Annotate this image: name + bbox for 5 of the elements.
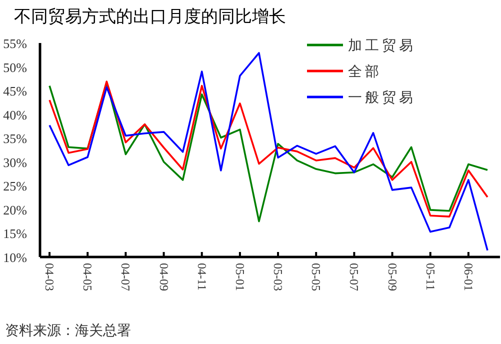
annotation: 资料来源：海关总署 [5,324,131,339]
legend-label: 加工贸易 [348,38,416,54]
legend-label: 一般贸易 [348,90,416,106]
legend-label: 全部 [348,64,382,80]
title: 不同贸易方式的出口月度的同比增长 [14,7,286,26]
